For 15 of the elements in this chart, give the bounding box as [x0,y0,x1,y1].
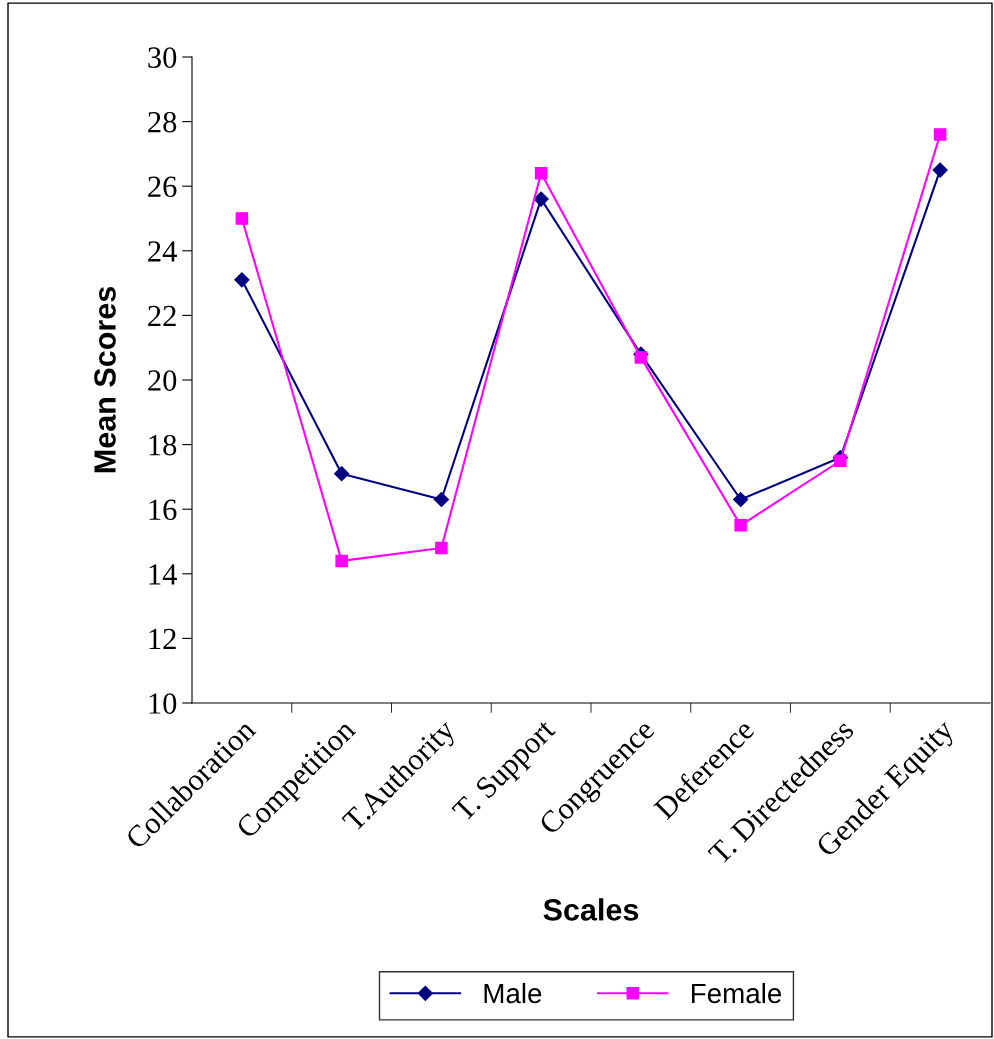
y-tick-label: 28 [148,111,177,133]
legend-label: Female [691,982,782,1004]
y-tick-label: 30 [148,47,177,68]
y-tick-label: 12 [149,628,176,649]
y-tick-label: 18 [149,434,177,456]
y-tick-label: 20 [148,370,177,391]
legend-label: Male [484,982,542,1004]
y-axis-title: Mean Scores [94,286,116,473]
y-tick-label: 24 [148,241,177,262]
y-tick-label: 16 [149,499,177,521]
y-tick-label: 26 [148,176,177,198]
y-tick-label: 14 [149,564,177,585]
x-axis-title: Scales [543,898,639,921]
y-tick-label: 22 [148,305,176,326]
y-tick-label: 10 [149,693,177,714]
